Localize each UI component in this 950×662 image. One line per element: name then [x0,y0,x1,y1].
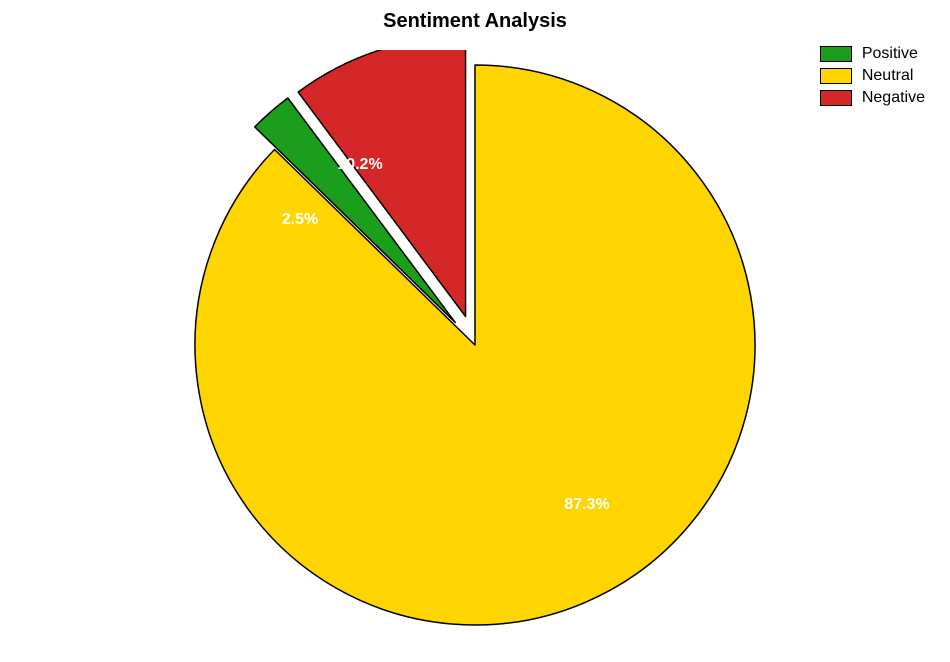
legend-label-positive: Positive [862,45,918,63]
legend-swatch-positive [820,46,852,62]
legend-label-negative: Negative [862,89,925,107]
legend-swatch-negative [820,90,852,106]
slice-label-negative: 10.2% [337,156,382,174]
slice-label-neutral: 87.3% [564,496,609,514]
legend-swatch-neutral [820,68,852,84]
chart-title: Sentiment Analysis [0,10,950,33]
legend: Positive Neutral Negative [820,45,925,111]
legend-item-positive: Positive [820,45,925,63]
slice-label-positive: 2.5% [282,211,318,229]
legend-item-negative: Negative [820,89,925,107]
pie-chart-container [0,50,950,650]
legend-label-neutral: Neutral [862,67,914,85]
pie-chart-svg [0,50,950,650]
legend-item-neutral: Neutral [820,67,925,85]
